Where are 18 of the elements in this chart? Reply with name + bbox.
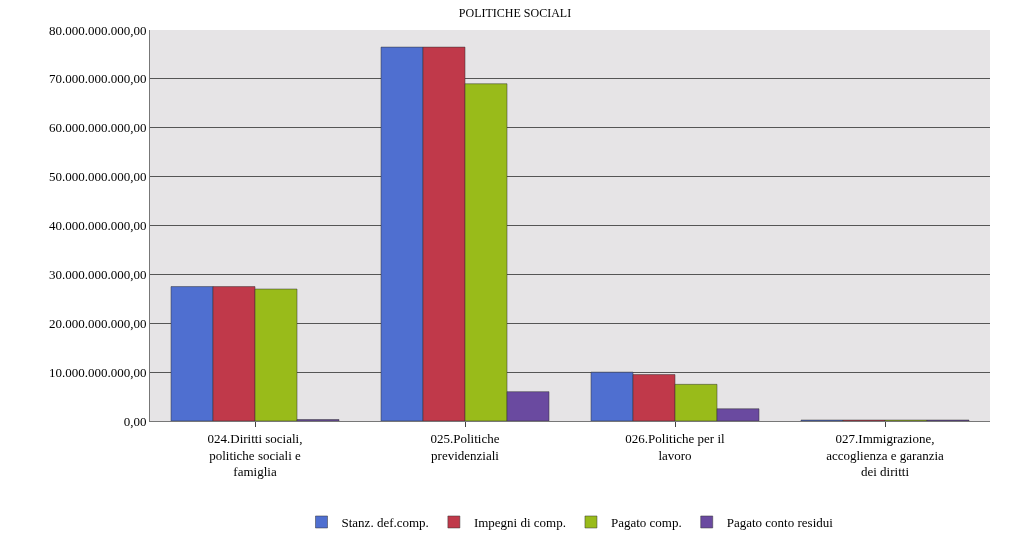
legend-label: Impegni di comp.: [473, 515, 566, 531]
y-tick-label: 50.000.000.000,00: [48, 169, 147, 185]
legend-label: Pagato conto residui: [726, 515, 834, 531]
y-tick-label: 0,00: [123, 413, 147, 429]
x-tick-label: 026.Politiche per il lavoro: [625, 430, 726, 463]
y-tick-label: 60.000.000.000,00: [48, 120, 147, 136]
legend-label: Pagato comp.: [610, 515, 682, 531]
chart-title: POLITICHE SOCIALI: [458, 5, 572, 20]
y-tick-label: 40.000.000.000,00: [48, 218, 147, 234]
y-tick-label: 30.000.000.000,00: [48, 266, 147, 282]
x-tick-label: 027.Immigrazione, accoglienza e garanzia dei diritti: [826, 430, 945, 480]
y-tick-label: 10.000.000.000,00: [48, 364, 147, 380]
legend-label: Stanz. def.comp.: [341, 515, 429, 531]
y-tick-label: 80.000.000.000,00: [48, 22, 147, 38]
x-tick-label: 025.Politiche previdenziali: [430, 430, 500, 463]
y-tick-label: 20.000.000.000,00: [48, 315, 147, 331]
y-tick-label: 70.000.000.000,00: [48, 71, 147, 87]
x-tick-label: 024.Diritti sociali, politiche sociali e famiglia: [207, 430, 303, 480]
